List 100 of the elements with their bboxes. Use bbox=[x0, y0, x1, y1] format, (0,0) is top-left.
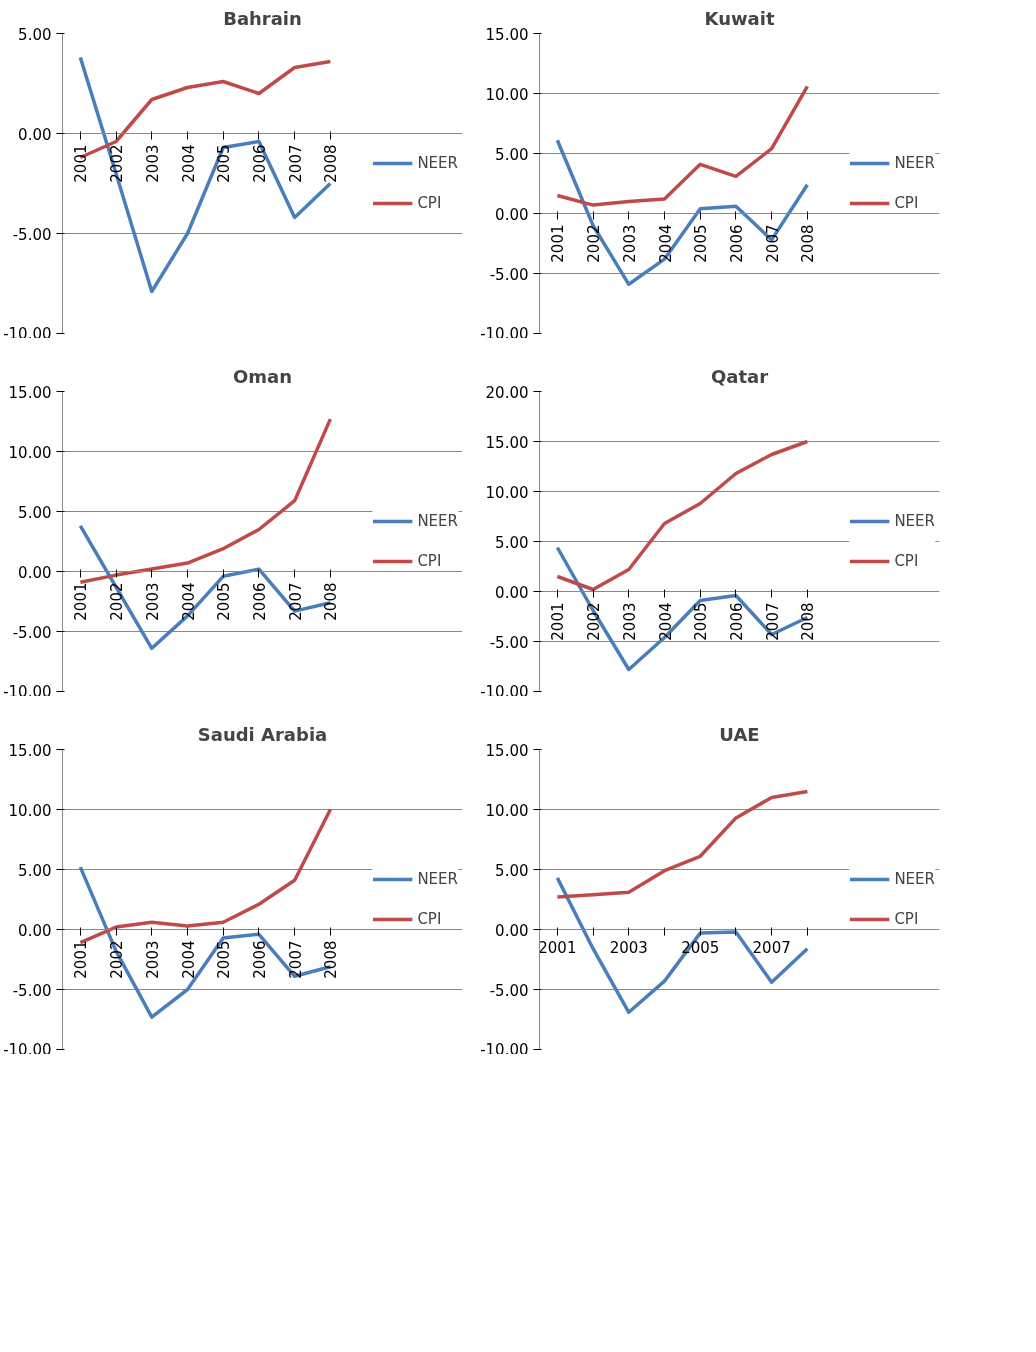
x-tick-label: 2002 bbox=[108, 144, 127, 183]
y-tick-label: -10.00 bbox=[3, 682, 52, 701]
y-tick-label: 0.00 bbox=[18, 563, 52, 582]
chart-title: Bahrain bbox=[223, 7, 302, 29]
x-tick-label: 2004 bbox=[179, 144, 198, 183]
y-tick-label: 15.00 bbox=[8, 383, 52, 402]
x-tick-label: 2001 bbox=[549, 602, 568, 641]
legend-label: CPI bbox=[417, 910, 442, 928]
legend-label: NEER bbox=[894, 154, 935, 172]
x-tick-label: 2001 bbox=[72, 940, 91, 979]
legend-label: CPI bbox=[894, 552, 919, 570]
chart-title: UAE bbox=[719, 723, 760, 745]
x-tick-label: 2008 bbox=[799, 224, 818, 263]
x-tick-label: 2006 bbox=[250, 940, 269, 979]
x-tick-label: 2001 bbox=[72, 582, 91, 621]
legend-label: CPI bbox=[417, 552, 442, 570]
x-tick-label: 2005 bbox=[215, 582, 234, 621]
line-series bbox=[555, 789, 810, 899]
y-tick-label: -10.00 bbox=[480, 682, 529, 701]
y-tick-label: -5.00 bbox=[12, 623, 52, 642]
y-tick-label: -10.00 bbox=[480, 1040, 529, 1059]
line-series bbox=[555, 439, 810, 592]
legend-label: NEER bbox=[417, 154, 458, 172]
chart-title: Qatar bbox=[710, 365, 769, 387]
x-tick-label: 2007 bbox=[763, 602, 782, 641]
y-tick-label: 0.00 bbox=[18, 125, 52, 144]
x-tick-label: 2002 bbox=[108, 582, 127, 621]
y-tick-label: 0.00 bbox=[495, 205, 529, 224]
y-tick-label: -5.00 bbox=[489, 981, 529, 1000]
legend-label: NEER bbox=[894, 870, 935, 888]
y-tick-label: -10.00 bbox=[480, 324, 529, 343]
x-tick-label: 2004 bbox=[179, 940, 198, 979]
y-tick-label: -5.00 bbox=[489, 633, 529, 652]
x-tick-label: 2005 bbox=[692, 602, 711, 641]
y-tick-label: -5.00 bbox=[12, 225, 52, 244]
line-series bbox=[78, 417, 333, 585]
x-tick-label: 2006 bbox=[727, 224, 746, 263]
x-tick-label: 2003 bbox=[620, 602, 639, 641]
x-tick-label: 2008 bbox=[799, 602, 818, 641]
x-tick-label: 2007 bbox=[286, 940, 305, 979]
legend-label: NEER bbox=[894, 512, 935, 530]
x-tick-label: 2006 bbox=[727, 602, 746, 641]
x-tick-label: 2004 bbox=[656, 602, 675, 641]
chart-title: Oman bbox=[232, 365, 293, 387]
x-tick-label: 2007 bbox=[286, 144, 305, 183]
legend-label: CPI bbox=[894, 194, 919, 212]
y-tick-label: -5.00 bbox=[12, 981, 52, 1000]
x-tick-label: 2003 bbox=[620, 224, 639, 263]
y-tick-label: 10.00 bbox=[8, 801, 52, 820]
x-tick-label: 2001 bbox=[72, 144, 91, 183]
x-tick-label: 2005 bbox=[692, 224, 711, 263]
x-tick-label: 2004 bbox=[656, 224, 675, 263]
x-tick-label: 2003 bbox=[143, 582, 162, 621]
legend-label: NEER bbox=[417, 512, 458, 530]
y-tick-label: 15.00 bbox=[8, 741, 52, 760]
y-tick-label: 0.00 bbox=[18, 921, 52, 940]
y-tick-label: 5.00 bbox=[495, 533, 529, 552]
y-tick-label: 15.00 bbox=[485, 25, 529, 44]
x-tick-label: 2004 bbox=[179, 582, 198, 621]
y-tick-label: 5.00 bbox=[18, 503, 52, 522]
y-tick-label: -5.00 bbox=[489, 265, 529, 284]
y-tick-label: 10.00 bbox=[485, 85, 529, 104]
legend-label: CPI bbox=[417, 194, 442, 212]
legend-label: CPI bbox=[894, 910, 919, 928]
y-tick-label: 5.00 bbox=[495, 861, 529, 880]
x-tick-label: 2002 bbox=[585, 602, 604, 641]
x-tick-label: 2001 bbox=[538, 938, 577, 957]
y-tick-label: 5.00 bbox=[18, 861, 52, 880]
line-series bbox=[555, 84, 810, 207]
y-tick-label: -10.00 bbox=[3, 324, 52, 343]
x-tick-label: 2006 bbox=[250, 144, 269, 183]
x-tick-label: 2007 bbox=[286, 582, 305, 621]
x-tick-label: 2001 bbox=[549, 224, 568, 263]
y-tick-label: 15.00 bbox=[485, 433, 529, 452]
legend-label: NEER bbox=[417, 870, 458, 888]
x-tick-label: 2002 bbox=[108, 940, 127, 979]
x-tick-label: 2003 bbox=[143, 144, 162, 183]
x-tick-label: 2005 bbox=[215, 144, 234, 183]
y-tick-label: 5.00 bbox=[18, 25, 52, 44]
y-tick-label: 0.00 bbox=[495, 921, 529, 940]
y-tick-label: -10.00 bbox=[3, 1040, 52, 1059]
x-tick-label: 2002 bbox=[585, 224, 604, 263]
x-tick-label: 2007 bbox=[752, 938, 791, 957]
chart-title: Kuwait bbox=[704, 7, 775, 29]
y-tick-label: 15.00 bbox=[485, 741, 529, 760]
y-tick-label: 0.00 bbox=[495, 583, 529, 602]
x-tick-label: 2006 bbox=[250, 582, 269, 621]
chart-title: Saudi Arabia bbox=[197, 723, 328, 745]
x-tick-label: 2003 bbox=[143, 940, 162, 979]
x-tick-label: 2007 bbox=[763, 224, 782, 263]
x-tick-label: 2008 bbox=[322, 582, 341, 621]
x-tick-label: 2008 bbox=[322, 940, 341, 979]
x-tick-label: 2005 bbox=[215, 940, 234, 979]
y-tick-label: 5.00 bbox=[495, 145, 529, 164]
x-tick-label: 2003 bbox=[609, 938, 648, 957]
y-tick-label: 10.00 bbox=[485, 801, 529, 820]
y-tick-label: 20.00 bbox=[485, 383, 529, 402]
y-tick-label: 10.00 bbox=[8, 443, 52, 462]
x-tick-label: 2008 bbox=[322, 144, 341, 183]
y-tick-label: 10.00 bbox=[485, 483, 529, 502]
